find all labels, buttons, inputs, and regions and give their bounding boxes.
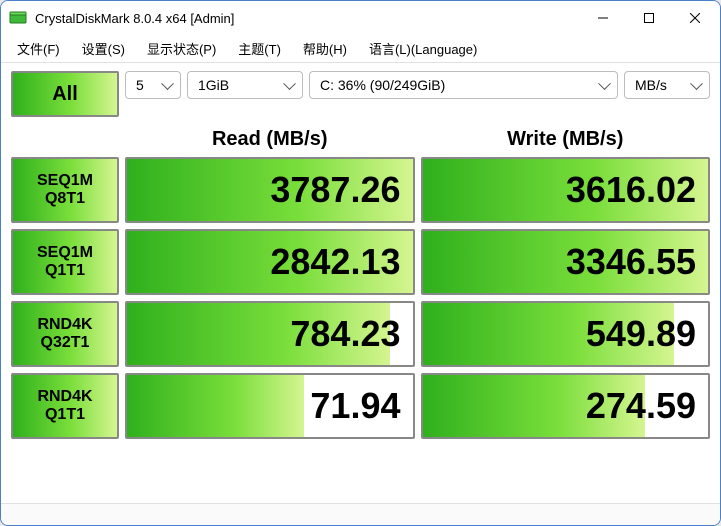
unit-select[interactable]: MB/s [624,71,710,99]
unit-value: MB/s [635,77,667,93]
test-count-value: 5 [136,77,144,93]
test-button[interactable]: SEQ1MQ8T1 [11,157,119,223]
controls-row: All 5 1GiB C: 36% (90/249GiB) MB/s [11,71,710,117]
test-label-line1: RND4K [37,316,92,334]
test-button[interactable]: SEQ1MQ1T1 [11,229,119,295]
write-header: Write (MB/s) [421,128,711,151]
value-cell-read: 2842.13 [125,229,415,295]
menu-language[interactable]: 语言(L)(Language) [359,36,487,61]
test-label-line2: Q1T1 [45,262,85,280]
value-cell-read: 3787.26 [125,157,415,223]
drive-select[interactable]: C: 36% (90/249GiB) [309,71,618,99]
test-size-select[interactable]: 1GiB [187,71,303,99]
value-number-write: 549.89 [586,313,696,355]
test-label-line2: Q8T1 [45,190,85,208]
test-label-line1: SEQ1M [37,172,93,190]
app-icon [9,9,27,27]
test-label-line2: Q1T1 [45,406,85,424]
value-number-read: 784.23 [290,313,400,355]
value-number-read: 71.94 [310,385,400,427]
test-size-value: 1GiB [198,77,229,93]
select-group: 5 1GiB C: 36% (90/249GiB) MB/s [125,71,710,99]
result-row: SEQ1MQ8T1 3787.26 3616.02 [11,157,710,223]
menu-help[interactable]: 帮助(H) [293,36,357,61]
value-number-write: 3616.02 [566,169,696,211]
minimize-button[interactable] [580,2,626,34]
value-number-read: 2842.13 [270,241,400,283]
result-row: RND4KQ32T1 784.23 549.89 [11,301,710,367]
value-cell-write: 549.89 [421,301,711,367]
titlebar: CrystalDiskMark 8.0.4 x64 [Admin] [1,1,720,35]
menu-file[interactable]: 文件(F) [7,36,70,61]
value-fill [127,375,304,437]
value-cell-write: 274.59 [421,373,711,439]
value-number-write: 3346.55 [566,241,696,283]
test-count-select[interactable]: 5 [125,71,181,99]
window-title: CrystalDiskMark 8.0.4 x64 [Admin] [35,11,580,26]
menu-theme[interactable]: 主题(T) [228,36,291,61]
run-all-button[interactable]: All [11,71,119,117]
window-controls [580,2,718,34]
menubar: 文件(F) 设置(S) 显示状态(P) 主题(T) 帮助(H) 语言(L)(La… [1,35,720,63]
value-cell-read: 71.94 [125,373,415,439]
test-label-line2: Q32T1 [41,334,90,352]
content-area: All 5 1GiB C: 36% (90/249GiB) MB/s Read … [1,63,720,503]
result-row: SEQ1MQ1T1 2842.13 3346.55 [11,229,710,295]
value-number-read: 3787.26 [270,169,400,211]
results-grid: SEQ1MQ8T13787.263616.02SEQ1MQ1T12842.133… [11,157,710,439]
value-cell-read: 784.23 [125,301,415,367]
drive-value: C: 36% (90/249GiB) [320,77,445,93]
menu-settings[interactable]: 设置(S) [72,36,135,61]
test-label-line1: RND4K [37,388,92,406]
value-number-write: 274.59 [586,385,696,427]
test-label-line1: SEQ1M [37,244,93,262]
value-cell-write: 3346.55 [421,229,711,295]
column-headers: Read (MB/s) Write (MB/s) [11,123,710,151]
app-window: CrystalDiskMark 8.0.4 x64 [Admin] 文件(F) … [0,0,721,526]
test-button[interactable]: RND4KQ32T1 [11,301,119,367]
test-button[interactable]: RND4KQ1T1 [11,373,119,439]
statusbar [1,503,720,525]
value-cell-write: 3616.02 [421,157,711,223]
run-all-label: All [52,83,78,106]
maximize-button[interactable] [626,2,672,34]
read-header: Read (MB/s) [125,128,415,151]
close-button[interactable] [672,2,718,34]
menu-status[interactable]: 显示状态(P) [137,36,226,61]
result-row: RND4KQ1T1 71.94 274.59 [11,373,710,439]
